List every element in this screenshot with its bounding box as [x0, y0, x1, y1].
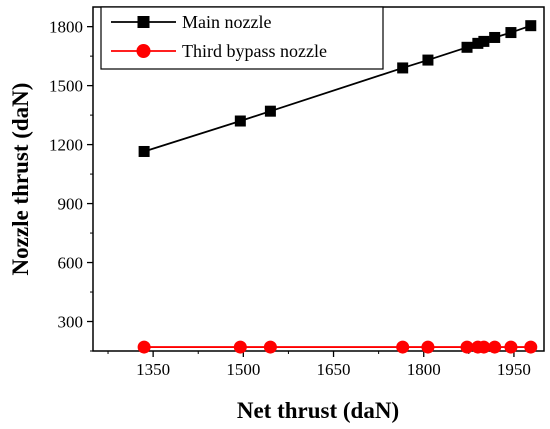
- axis-ticks: 1350 1500 1650 1800 1950 300 600 900 1200 1500 180…: [49, 18, 531, 379]
- y-tick-label: 300: [58, 313, 84, 332]
- legend-marker: [137, 16, 150, 28]
- data-point: [460, 340, 474, 354]
- data-point: [478, 35, 490, 47]
- data-point: [488, 340, 502, 354]
- data-point: [421, 340, 435, 354]
- x-tick-label: 1950: [497, 360, 531, 379]
- legend-marker: [136, 44, 151, 58]
- data-point: [263, 340, 277, 354]
- data-point: [137, 340, 151, 354]
- y-tick-label: 600: [58, 254, 84, 273]
- legend: Main nozzle Third bypass nozzle: [100, 6, 384, 70]
- data-point: [138, 145, 150, 157]
- data-point: [489, 31, 501, 43]
- series-0: [138, 20, 537, 157]
- y-tick-label: 1200: [49, 136, 83, 155]
- x-tick-label: 1650: [317, 360, 351, 379]
- data-point: [477, 340, 491, 354]
- series-1: [137, 340, 538, 354]
- x-tick-label: 1350: [136, 360, 170, 379]
- data-point: [264, 105, 276, 117]
- y-tick-label: 1800: [49, 18, 83, 37]
- series-layer: [137, 20, 538, 354]
- data-point: [396, 340, 410, 354]
- data-point: [461, 41, 473, 53]
- y-axis-title: Nozzle thrust (daN): [8, 83, 33, 276]
- legend-label: Main nozzle: [182, 12, 271, 32]
- data-point: [472, 37, 484, 49]
- data-point: [504, 340, 518, 354]
- x-axis-title: Net thrust (daN): [237, 398, 399, 423]
- data-point: [234, 115, 246, 127]
- y-tick-label: 1500: [49, 77, 83, 96]
- data-point: [505, 27, 517, 39]
- data-point: [397, 62, 409, 74]
- y-tick-label: 900: [58, 195, 84, 214]
- data-point: [524, 340, 538, 354]
- data-point: [422, 54, 434, 66]
- legend-label: Third bypass nozzle: [182, 41, 327, 61]
- data-point: [233, 340, 247, 354]
- x-tick-label: 1800: [407, 360, 441, 379]
- x-tick-label: 1500: [226, 360, 260, 379]
- data-point: [525, 20, 537, 32]
